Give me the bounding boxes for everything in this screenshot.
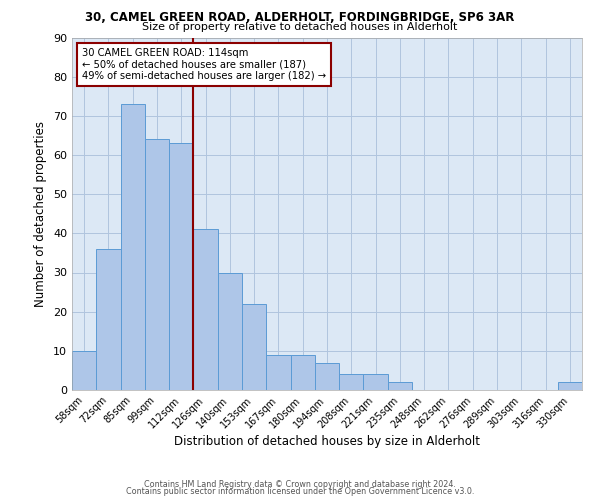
Bar	[72, 351, 96, 390]
Text: Contains public sector information licensed under the Open Government Licence v3: Contains public sector information licen…	[126, 487, 474, 496]
Bar	[266, 355, 290, 390]
Bar	[388, 382, 412, 390]
Bar	[96, 249, 121, 390]
Bar	[315, 362, 339, 390]
Bar	[121, 104, 145, 390]
Text: Contains HM Land Registry data © Crown copyright and database right 2024.: Contains HM Land Registry data © Crown c…	[144, 480, 456, 489]
Y-axis label: Number of detached properties: Number of detached properties	[34, 120, 47, 306]
Bar	[364, 374, 388, 390]
Bar	[290, 355, 315, 390]
Bar	[242, 304, 266, 390]
Text: 30, CAMEL GREEN ROAD, ALDERHOLT, FORDINGBRIDGE, SP6 3AR: 30, CAMEL GREEN ROAD, ALDERHOLT, FORDING…	[85, 11, 515, 24]
Bar	[558, 382, 582, 390]
Text: 30 CAMEL GREEN ROAD: 114sqm
← 50% of detached houses are smaller (187)
49% of se: 30 CAMEL GREEN ROAD: 114sqm ← 50% of det…	[82, 48, 326, 82]
Bar	[169, 143, 193, 390]
X-axis label: Distribution of detached houses by size in Alderholt: Distribution of detached houses by size …	[174, 436, 480, 448]
Bar	[193, 230, 218, 390]
Bar	[145, 140, 169, 390]
Text: Size of property relative to detached houses in Alderholt: Size of property relative to detached ho…	[142, 22, 458, 32]
Bar	[339, 374, 364, 390]
Bar	[218, 272, 242, 390]
